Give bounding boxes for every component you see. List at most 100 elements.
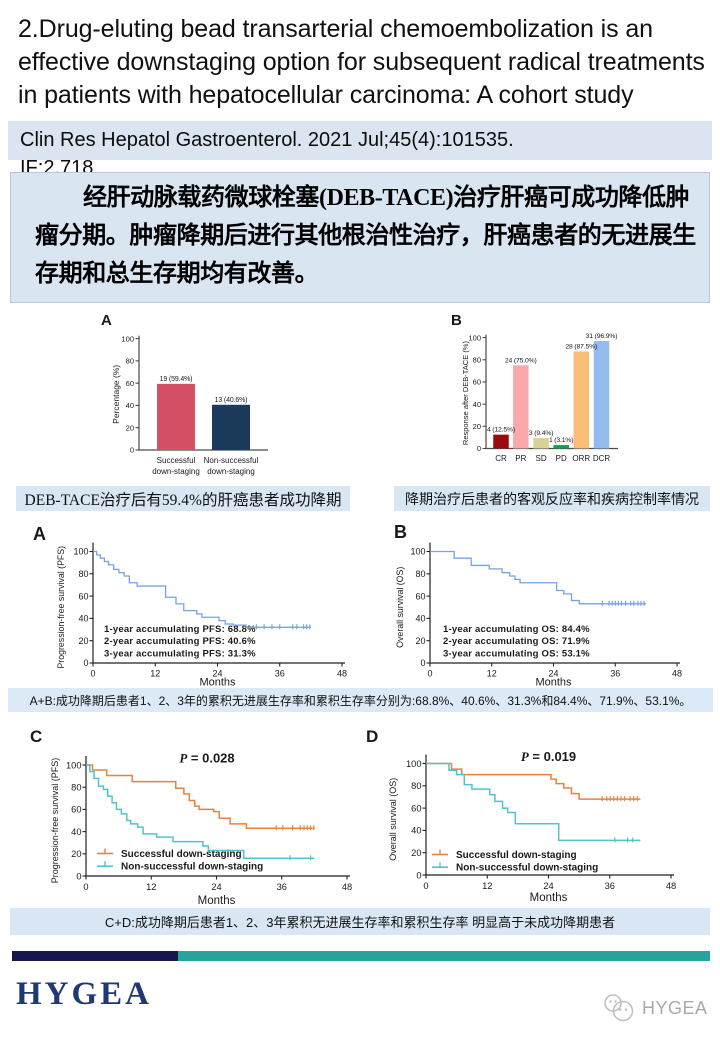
legend-label: Non-successful down-staging [456, 863, 598, 874]
bar [533, 438, 549, 449]
survival-annotation: 1-year accumulating OS: 84.4% [443, 624, 590, 635]
y-tick-label: 60 [126, 379, 134, 388]
watermark-text: HYGEA [642, 997, 708, 1018]
x-tick-label: 36 [277, 882, 287, 892]
x-tick-label: 24 [543, 881, 553, 891]
y-tick-label: 80 [78, 569, 88, 579]
panel-letter-bar-b: B [451, 312, 462, 329]
summary-box: 经肝动脉载药微球栓塞(DEB-TACE)治疗肝癌可成功降低肿瘤分期。肿瘤降期后进… [10, 172, 710, 303]
wechat-channels-icon [604, 994, 634, 1022]
legend-label: Non-successful down-staging [121, 862, 263, 873]
x-tick-label: 0 [83, 882, 88, 892]
y-tick-label: 100 [66, 760, 82, 770]
bar [493, 434, 509, 449]
panel-letter-km-b: B [394, 522, 407, 542]
y-tick-label: 60 [473, 378, 481, 387]
bar [573, 351, 590, 449]
x-tick-label: 12 [487, 669, 497, 679]
y-tick-label: 0 [76, 871, 81, 881]
y-tick-label: 80 [415, 569, 425, 579]
y-tick-label: 0 [130, 446, 134, 455]
watermark: HYGEA [600, 992, 708, 1024]
x-tick-label: 36 [275, 669, 285, 679]
y-tick-label: 40 [126, 401, 134, 410]
title-line-1: 2.Drug-eluting bead transarterial chemoe… [18, 15, 653, 43]
km-curve-pfs: 0 20 40 60 80 100 0 12 24 36 48 Progression-free su… [56, 542, 347, 689]
survival-annotation: 3-year accumulating PFS: 31.3% [104, 648, 256, 659]
y-tick-label: 60 [411, 803, 421, 813]
p-value-symbol: P [521, 749, 530, 764]
x-tick-label: 36 [610, 669, 620, 679]
icon-dots [609, 1000, 628, 1011]
panel-letter-km-a: A [33, 524, 46, 544]
p-value-number: = 0.019 [529, 749, 576, 764]
y-axis-title: Response after DEB-TACE (%) [461, 341, 470, 446]
title-line-3: in patients with hepatocellular carcinom… [18, 81, 634, 109]
survival-annotation: 3-year accumulating OS: 53.1% [443, 648, 590, 659]
caption-km-ab: A+B:成功降期后患者1、2、3年的累积无进展生存率和累积生存率分别为:68.8… [8, 688, 713, 712]
x-tick-label: 12 [150, 669, 160, 679]
y-tick-label: 100 [410, 547, 425, 557]
x-tick-label: 24 [548, 669, 558, 679]
bar-chart-downstaging: 0 20 40 60 80 100 Percentage (%) 19 (59.4%) Succ… [111, 334, 268, 476]
x-tick-label: 0 [427, 669, 432, 679]
y-tick-label: 100 [468, 333, 481, 342]
y-tick-label: 100 [121, 334, 134, 343]
panel-letter-bar-a: A [101, 312, 112, 329]
x-tick-label: 12 [146, 882, 156, 892]
y-tick-label: 40 [411, 826, 421, 836]
y-tick-label: 20 [411, 848, 421, 858]
bar-value-label: 28 (87.5%) [565, 343, 597, 350]
category-label: PD [556, 454, 567, 463]
x-axis-title: Months [198, 895, 236, 907]
x-tick-label: 36 [605, 881, 615, 891]
km-curve [86, 764, 315, 859]
y-tick-label: 60 [78, 591, 88, 601]
y-tick-label: 40 [473, 400, 481, 409]
brand-logo: HYGEA [16, 976, 153, 1012]
category-label: ORR [572, 454, 590, 463]
x-axis-title: Months [530, 892, 568, 904]
title-line-2: effective downstaging option for subsequ… [18, 48, 705, 76]
y-tick-label: 40 [415, 614, 425, 624]
survival-annotation: 1-year accumulating PFS: 68.8% [104, 624, 256, 635]
icon-dot [614, 1000, 617, 1003]
page-title: 2.Drug-eluting bead transarterial chemoe… [18, 13, 718, 112]
km-curve-pfs-groups: 0 20 40 60 80 100 0 12 24 36 48 Progression-free su… [50, 751, 352, 908]
legend-label: Successful down-staging [121, 849, 242, 860]
bar [157, 383, 195, 450]
icon-dot [624, 1008, 628, 1011]
p-value: P = 0.019 [521, 749, 576, 764]
category-label: PR [515, 454, 526, 463]
y-axis-title: Progression-free survival (PFS) [56, 546, 66, 669]
legend-label: Successful down-staging [456, 850, 577, 861]
category-label: DCR [593, 454, 611, 463]
category-label: CR [495, 454, 507, 463]
journal-citation-band: Clin Res Hepatol Gastroenterol. 2021 Jul… [8, 121, 712, 160]
bar-value-label: 13 (40.6%) [215, 397, 248, 404]
y-axis-title: Progression-free survival (PFS) [50, 758, 60, 884]
x-axis-title: Months [535, 677, 572, 689]
km-curve [430, 550, 647, 605]
y-tick-label: 40 [78, 614, 88, 624]
y-tick-label: 0 [416, 870, 421, 880]
y-tick-label: 100 [406, 759, 422, 769]
x-tick-label: 48 [342, 882, 352, 892]
x-tick-label: 24 [212, 669, 222, 679]
bar-value-label: 24 (75.0%) [505, 357, 537, 364]
y-tick-label: 0 [420, 658, 425, 668]
survival-annotation: 2-year accumulating PFS: 40.6% [104, 636, 256, 647]
bar-value-label: 3 (9.4%) [529, 430, 554, 437]
y-tick-label: 80 [411, 781, 421, 791]
x-tick-label: 0 [90, 669, 95, 679]
km-curve [426, 762, 641, 800]
y-axis-title: Overall survival (OS) [395, 567, 405, 648]
category-label: down-staging [207, 467, 255, 476]
km-curve-os: 0 20 40 60 80 100 0 12 24 36 48 Overall survival (O… [395, 542, 682, 689]
x-axis-title: Months [199, 677, 236, 689]
caption-bar-right: 降期治疗后患者的客观反应率和疾病控制率情况 [394, 486, 710, 511]
y-tick-label: 60 [71, 805, 81, 815]
p-value: P = 0.028 [179, 751, 234, 766]
x-tick-label: 48 [672, 669, 682, 679]
